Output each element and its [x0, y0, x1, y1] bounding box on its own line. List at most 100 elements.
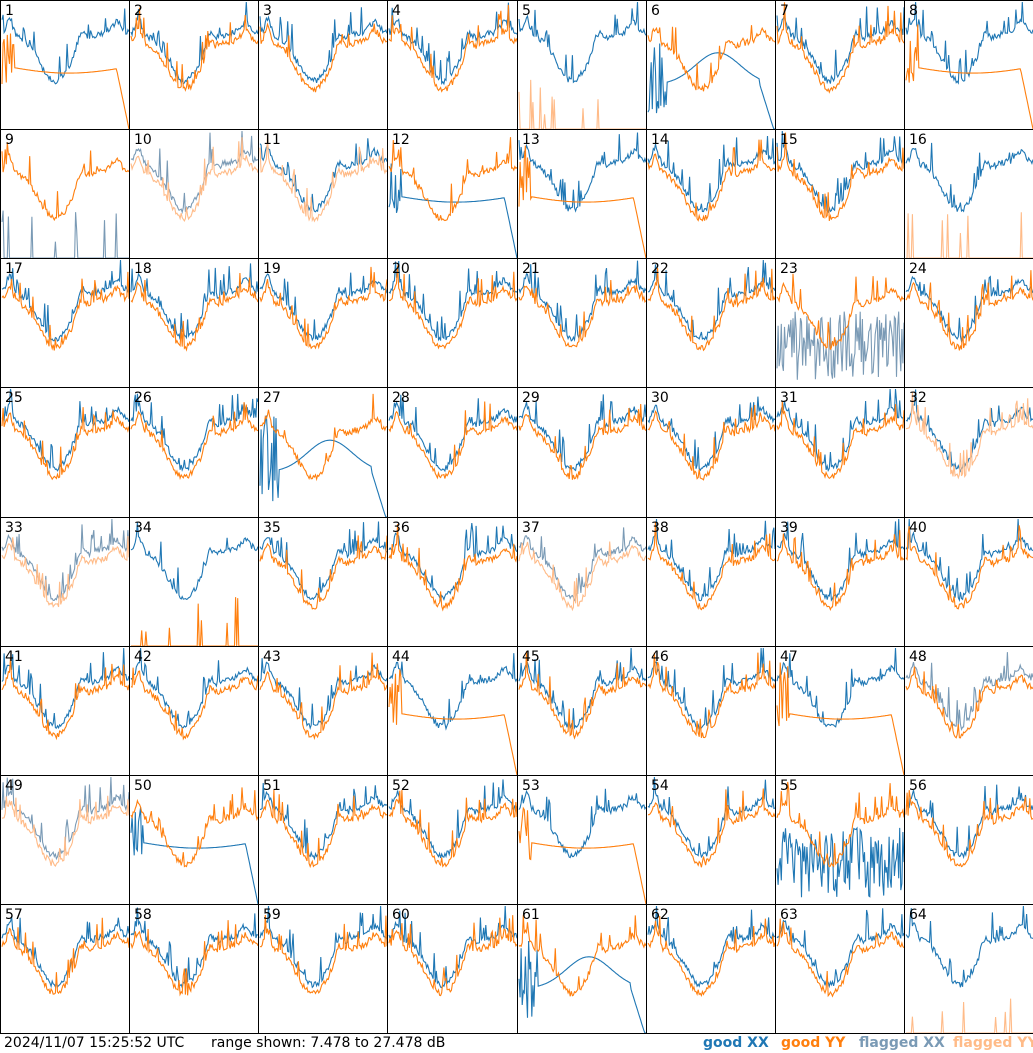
panel-plot: [259, 905, 387, 995]
series-xx-line: [905, 652, 1033, 731]
series-xx-line: [518, 394, 646, 472]
spectrum-panel: 60: [387, 904, 518, 1034]
panel-plot: [647, 776, 775, 868]
series-xx-line: [259, 521, 387, 601]
series-yy-line: [130, 7, 258, 92]
spectrum-panel: 27: [258, 387, 388, 518]
panel-plot: [905, 784, 1033, 868]
legend-good-xx: good XX: [703, 1035, 769, 1051]
panel-plot: [130, 263, 258, 352]
panel-number-label: 35: [263, 520, 281, 536]
panel-plot: [518, 647, 646, 740]
panel-number-label: 24: [909, 261, 927, 277]
spectrum-panel: 1: [0, 0, 130, 130]
series-xx-line: [776, 826, 904, 898]
spectrum-panel: 50: [129, 775, 259, 905]
series-yy-line: [1, 142, 129, 222]
series-xx-line: [905, 1, 1033, 85]
panel-plot: [518, 132, 646, 258]
panel-number-label: 60: [392, 907, 410, 923]
panel-plot: [130, 647, 258, 741]
spectrum-panel: 14: [646, 129, 776, 259]
series-xx-line: [259, 7, 387, 84]
series-yy-line: [518, 914, 646, 997]
panel-number-label: 9: [5, 132, 14, 148]
panel-number-label: 41: [5, 649, 23, 665]
spectrum-panel: 55: [775, 775, 905, 905]
panel-plot: [259, 7, 387, 93]
series-yy-line: [776, 530, 904, 611]
panel-number-label: 33: [5, 520, 23, 536]
series-xx-line: [388, 260, 517, 342]
series-xx-line: [647, 396, 775, 472]
series-yy-line: [905, 525, 1033, 610]
spectrum-panel: 10: [129, 129, 259, 259]
panel-number-label: 23: [780, 261, 798, 277]
series-xx-line: [518, 940, 646, 1033]
series-yy-line: [388, 4, 517, 93]
series-xx-line: [1, 647, 129, 730]
panel-plot: [259, 782, 387, 869]
panel-plot: [905, 518, 1033, 610]
spectrum-panel: 26: [129, 387, 259, 518]
panel-number-label: 8: [909, 3, 918, 19]
series-yy-line: [259, 652, 387, 741]
series-yy-line: [905, 391, 1033, 480]
series-xx-line: [518, 527, 646, 602]
spectrum-panel: 28: [387, 387, 518, 518]
spectrum-panel: 19: [258, 258, 388, 388]
series-xx-line: [776, 311, 904, 380]
series-xx-line: [905, 784, 1033, 860]
panel-plot: [776, 2, 904, 94]
series-yy-line: [648, 788, 775, 868]
spectrum-panel: 32: [904, 387, 1033, 518]
series-yy-line: [388, 524, 517, 612]
spectrum-panel: 8: [904, 0, 1033, 130]
panel-plot: [388, 779, 517, 868]
panel-plot: [905, 389, 1033, 480]
spectrum-panel: 40: [904, 517, 1033, 647]
panel-plot: [259, 134, 387, 223]
panel-plot: [518, 394, 646, 480]
spectrum-panel: 47: [775, 646, 905, 776]
panel-plot: [259, 521, 387, 610]
panel-plot: [1, 259, 129, 351]
series-xx-line: [518, 1, 646, 84]
panel-plot: [776, 388, 904, 480]
panel-number-label: 21: [522, 261, 540, 277]
panel-number-label: 48: [909, 649, 927, 665]
panel-plot: [259, 652, 387, 741]
series-yy-line: [518, 403, 646, 480]
spectrum-panel: 33: [0, 517, 130, 647]
series-yy-line: [776, 273, 904, 350]
panel-plot: [1, 142, 129, 258]
panel-plot: [130, 787, 258, 904]
panel-plot: [130, 393, 258, 481]
series-xx-line: [518, 647, 646, 730]
panel-number-label: 63: [780, 907, 798, 923]
series-yy-line: [1, 795, 129, 867]
panel-plot: [518, 1, 646, 129]
panel-number-label: 18: [134, 261, 152, 277]
panel-plot: [905, 905, 1033, 1033]
series-yy-line: [647, 25, 775, 92]
spectrum-panel: 64: [904, 904, 1033, 1034]
panel-plot: [776, 273, 904, 380]
series-xx-line: [130, 807, 258, 904]
spectrum-panel: 37: [517, 517, 647, 647]
timestamp-label: 2024/11/07 15:25:52 UTC: [4, 1035, 185, 1051]
spectrum-panel: 24: [904, 258, 1033, 388]
series-yy-line: [647, 139, 775, 222]
panel-plot: [1, 647, 129, 741]
panel-plot: [905, 142, 1033, 258]
panel-plot: [647, 647, 775, 739]
panel-plot: [388, 653, 517, 775]
series-yy-line: [259, 22, 387, 93]
panel-number-label: 19: [263, 261, 281, 277]
legend-flagged-yy: flagged YY: [953, 1035, 1033, 1051]
series-xx-line: [647, 259, 775, 341]
series-yy-line: [130, 667, 258, 741]
series-yy-line: [1, 33, 129, 129]
series-xx-line: [647, 135, 775, 213]
